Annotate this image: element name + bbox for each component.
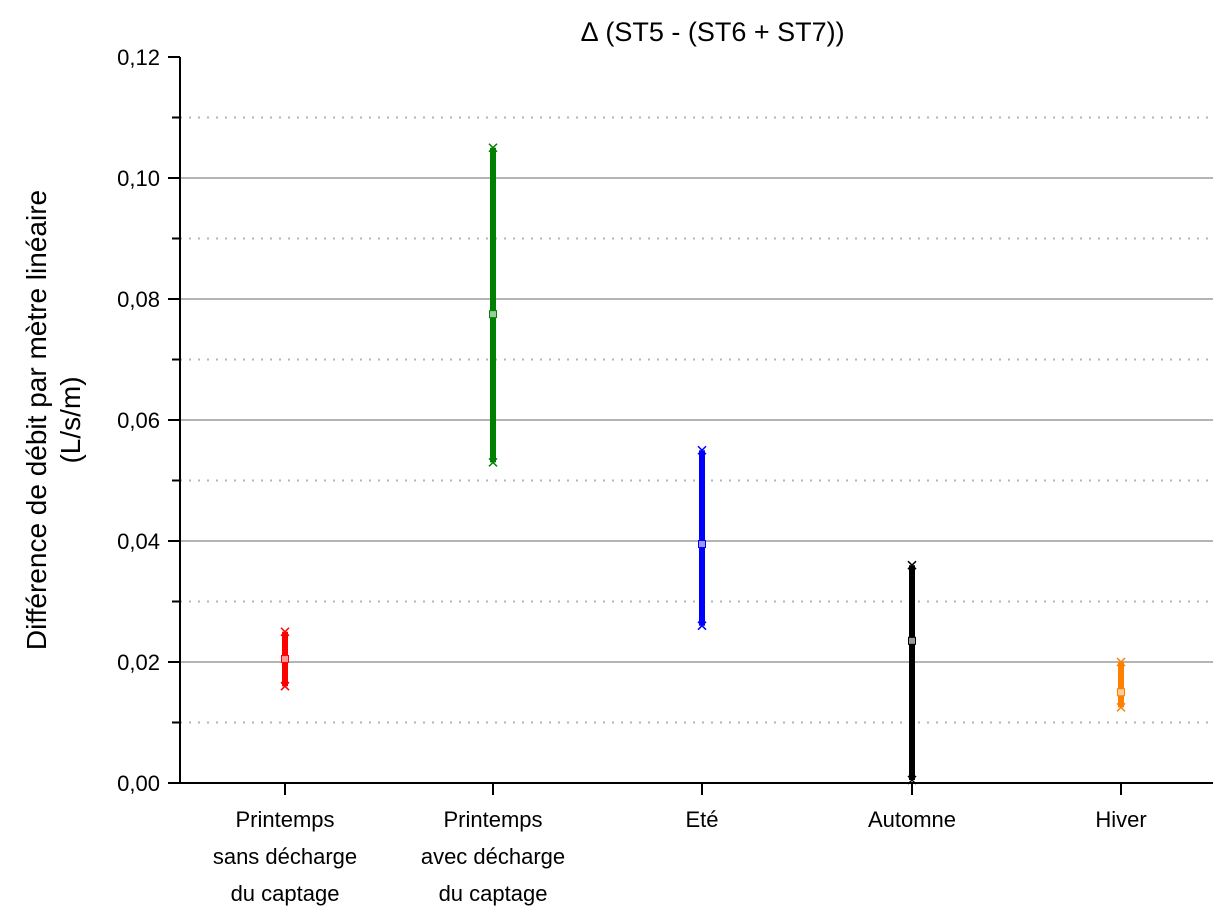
x-tick-label: Automne xyxy=(868,807,956,832)
range-end-marker xyxy=(907,775,917,785)
y-tick-label: 0,10 xyxy=(117,166,160,191)
x-tick-label: du captage xyxy=(439,881,548,906)
x-tick-label: avec décharge xyxy=(421,844,565,869)
range-mid-marker xyxy=(1117,688,1125,697)
range-bars xyxy=(280,143,1126,785)
range-end-marker xyxy=(488,457,498,467)
y-ticks: 0,00 0,02 0,04 0,06 0,08 0,10 0,12 xyxy=(117,45,180,796)
y-tick-label: 0,02 xyxy=(117,650,160,675)
range-mid-marker xyxy=(698,540,706,549)
y-tick-label: 0,04 xyxy=(117,529,160,554)
range-mid-marker xyxy=(281,654,289,663)
range-end-marker xyxy=(280,681,290,691)
grid-lines xyxy=(180,116,1213,724)
x-tick-label: Hiver xyxy=(1095,807,1146,832)
range-end-marker xyxy=(907,560,917,570)
x-tick-label: Eté xyxy=(685,807,718,832)
chart-title: ∆ (ST5 - (ST6 + ST7)) xyxy=(581,17,844,47)
range-mid-marker xyxy=(908,636,916,645)
y-tick-label: 0,08 xyxy=(117,287,160,312)
range-end-marker xyxy=(1116,657,1126,667)
x-ticks: Printemps sans décharge du captage Printemp… xyxy=(213,783,1147,906)
range-end-marker xyxy=(488,143,498,153)
range-end-marker xyxy=(280,627,290,637)
y-tick-label: 0,06 xyxy=(117,408,160,433)
y-tick-label: 0,12 xyxy=(117,45,160,70)
range-mid-marker xyxy=(489,310,497,319)
x-tick-label: Printemps xyxy=(235,807,334,832)
range-end-marker xyxy=(697,445,707,455)
y-axis-label-line2: (L/s/m) xyxy=(55,376,86,463)
x-tick-label: du captage xyxy=(231,881,340,906)
x-tick-label: Printemps xyxy=(443,807,542,832)
range-end-marker xyxy=(697,621,707,631)
y-axis-label-line1: Différence de débit par mètre linéaire xyxy=(21,190,52,650)
y-tick-label: 0,00 xyxy=(117,771,160,796)
range-end-marker xyxy=(1116,702,1126,712)
x-tick-label: sans décharge xyxy=(213,844,357,869)
